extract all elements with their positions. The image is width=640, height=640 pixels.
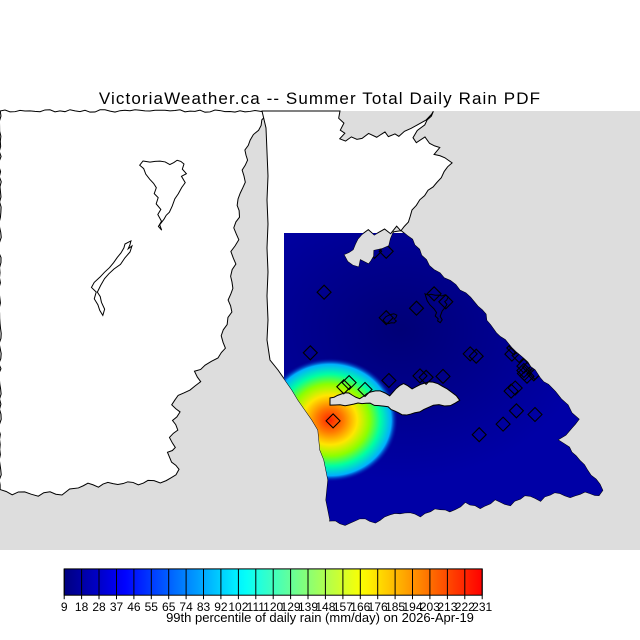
svg-text:18: 18 — [75, 600, 89, 614]
svg-text:55: 55 — [145, 600, 159, 614]
svg-text:99th percentile of daily rain: 99th percentile of daily rain (mm/day) o… — [166, 610, 474, 625]
svg-text:37: 37 — [110, 600, 124, 614]
svg-text:231: 231 — [472, 600, 492, 614]
svg-text:9: 9 — [61, 600, 68, 614]
svg-text:28: 28 — [92, 600, 106, 614]
svg-text:VictoriaWeather.ca -- Summer T: VictoriaWeather.ca -- Summer Total Daily… — [99, 89, 541, 108]
svg-text:46: 46 — [127, 600, 141, 614]
